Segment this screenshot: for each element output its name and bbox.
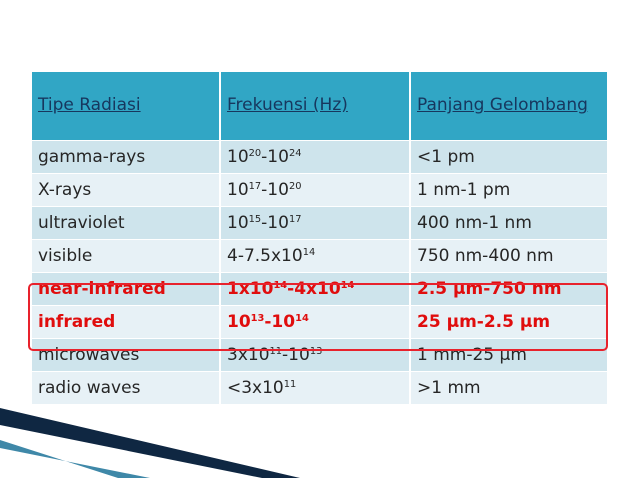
frequency-base: -10 (261, 147, 289, 167)
frequency-cell: 1020-1024 (220, 140, 411, 174)
frequency-exponent: 24 (288, 148, 302, 160)
table-row: gamma-rays 1020-1024 <1 pm (32, 140, 609, 174)
wavelength-cell: 400 nm-1 nm (410, 206, 609, 240)
corner-stripe-dark (0, 408, 300, 478)
radiation-type-cell: visible (32, 239, 221, 273)
frequency-exponent: 17 (248, 181, 262, 193)
frequency-exponent: 14 (295, 313, 309, 325)
frequency-exponent: 14 (340, 280, 355, 292)
radiation-type-cell: radio waves (32, 371, 221, 405)
frequency-base: <3x10 (227, 378, 284, 398)
frequency-exponent: 20 (248, 148, 262, 160)
frequency-cell: <3x1011 (220, 371, 411, 405)
frequency-cell: 1015-1017 (220, 206, 411, 240)
radiation-type-cell: infrared (32, 305, 221, 339)
frequency-cell: 3x1011-1013 (220, 338, 411, 372)
radiation-type-cell: gamma-rays (32, 140, 221, 174)
radiation-type-cell: ultraviolet (32, 206, 221, 240)
frequency-base: 10 (227, 147, 249, 167)
table-row: radio waves <3x1011 >1 mm (32, 371, 609, 405)
frequency-exponent: 13 (309, 346, 323, 358)
frequency-base: 10 (227, 213, 249, 233)
wavelength-cell: 1 nm-1 pm (410, 173, 609, 207)
header-wavelength: Panjang Gelombang (410, 72, 609, 141)
frequency-base: 4-7.5x10 (227, 246, 303, 266)
radiation-type-cell: microwaves (32, 338, 221, 372)
frequency-exponent: 20 (288, 181, 302, 193)
frequency-base: -10 (264, 312, 296, 332)
frequency-exponent: 15 (248, 214, 262, 226)
frequency-exponent: 17 (288, 214, 302, 226)
frequency-base: 10 (227, 180, 249, 200)
header-radiation-type: Tipe Radiasi (32, 72, 221, 141)
header-frequency: Frekuensi (Hz) (220, 72, 411, 141)
frequency-exponent: 14 (302, 247, 316, 259)
table-row: visible 4-7.5x1014 750 nm-400 nm (32, 239, 609, 273)
frequency-base: 10 (227, 312, 251, 332)
frequency-cell: 1017-1020 (220, 173, 411, 207)
frequency-cell: 1013-1014 (220, 305, 411, 339)
radiation-type-cell: X-rays (32, 173, 221, 207)
frequency-exponent: 11 (269, 346, 283, 358)
frequency-exponent: 13 (250, 313, 265, 325)
wavelength-cell: 2.5 µm-750 nm (410, 272, 609, 306)
frequency-base: -10 (261, 180, 289, 200)
table-row: infrared 1013-1014 25 µm-2.5 µm (32, 305, 609, 339)
frequency-cell: 1x1014-4x1014 (220, 272, 411, 306)
frequency-exponent: 14 (273, 280, 288, 292)
table-row: ultraviolet 1015-1017 400 nm-1 nm (32, 206, 609, 240)
wavelength-cell: <1 pm (410, 140, 609, 174)
frequency-exponent: 11 (283, 379, 297, 391)
table-row: near-infrared 1x1014-4x1014 2.5 µm-750 nm (32, 272, 609, 306)
table-body: gamma-rays 1020-1024 <1 pm X-rays 1017-1020 1… (32, 140, 609, 405)
wavelength-cell: >1 mm (410, 371, 609, 405)
table-row: microwaves 3x1011-1013 1 mm-25 µm (32, 338, 609, 372)
table-row: X-rays 1017-1020 1 nm-1 pm (32, 173, 609, 207)
frequency-base: -10 (261, 213, 289, 233)
wavelength-cell: 750 nm-400 nm (410, 239, 609, 273)
radiation-table: Tipe Radiasi Frekuensi (Hz) Panjang Gelo… (32, 72, 609, 405)
frequency-cell: 4-7.5x1014 (220, 239, 411, 273)
infrared-highlight-box (28, 283, 608, 351)
table-header-row: Tipe Radiasi Frekuensi (Hz) Panjang Gelo… (32, 72, 609, 141)
